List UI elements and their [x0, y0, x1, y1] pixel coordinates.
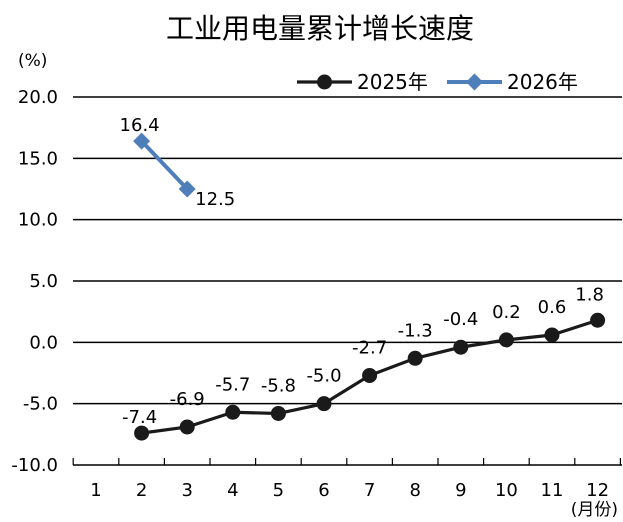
data-label: -1.3: [398, 320, 433, 341]
chart-title: 工业用电量累计增长速度: [166, 12, 474, 45]
x-tick-label: 12: [586, 480, 609, 501]
x-tick-label: 11: [541, 480, 564, 501]
data-label: 0.2: [492, 302, 521, 323]
data-label: 12.5: [195, 189, 235, 210]
y-tick-label: 0.0: [29, 332, 58, 353]
legend-label: 2026年: [507, 70, 578, 94]
data-label: -5.7: [215, 374, 250, 395]
data-point: [544, 327, 560, 343]
x-tick-label: 8: [409, 480, 420, 501]
y-tick-label: 15.0: [18, 148, 58, 169]
data-label: -0.4: [443, 309, 478, 330]
y-tick-label: -5.0: [23, 394, 58, 415]
x-tick-label: 9: [455, 480, 466, 501]
x-ticks: [72, 458, 622, 465]
data-point: [407, 350, 423, 366]
data-point: [133, 132, 151, 150]
data-point: [590, 312, 606, 328]
x-tick-labels: 1 2 3 4 5 6 7 8 9 10 11 12: [90, 480, 609, 501]
data-label: 16.4: [120, 115, 160, 136]
y-tick-label: 20.0: [18, 87, 58, 108]
x-tick-label: 3: [181, 480, 192, 501]
legend: 2025年 2026年: [297, 70, 578, 94]
data-labels: -7.4 -6.9 -5.7 -5.8 -5.0 -2.7 -1.3 -0.4 0.2 0.6 1.…: [120, 115, 604, 428]
data-point: [498, 332, 514, 348]
data-label: -7.4: [122, 407, 157, 428]
x-tick-label: 2: [136, 480, 147, 501]
data-point: [134, 425, 150, 441]
y-axis-unit-label: (%): [18, 51, 47, 71]
data-label: -5.8: [261, 375, 296, 396]
series-line: [140, 139, 189, 191]
data-point: [453, 339, 469, 355]
x-tick-label: 5: [273, 480, 284, 501]
legend-label: 2025年: [357, 70, 428, 94]
data-label: -6.9: [170, 389, 205, 410]
x-tick-label: 1: [90, 480, 101, 501]
y-tick-labels: 20.0 15.0 10.0 5.0 0.0 -5.0 -10.0: [11, 87, 58, 476]
data-label: 0.6: [538, 297, 567, 318]
y-tick-label: 10.0: [18, 210, 58, 231]
legend-marker: [466, 73, 483, 91]
data-point: [179, 419, 195, 435]
x-tick-label: 6: [318, 480, 329, 501]
data-point: [316, 396, 332, 412]
data-label: -2.7: [352, 337, 387, 358]
data-point: [362, 367, 378, 383]
legend-marker: [317, 74, 332, 90]
data-label: 1.8: [575, 284, 604, 305]
x-tick-label: 10: [495, 480, 518, 501]
series-layer: [133, 132, 606, 441]
data-point: [178, 180, 196, 198]
data-label: -5.0: [306, 366, 341, 387]
x-tick-label: 4: [227, 480, 238, 501]
x-axis-unit-label: (月份): [571, 500, 618, 520]
data-point: [270, 405, 286, 421]
x-tick-label: 7: [364, 480, 375, 501]
y-tick-label: 5.0: [29, 271, 58, 292]
data-point: [225, 404, 241, 420]
y-tick-label: -10.0: [11, 455, 58, 476]
